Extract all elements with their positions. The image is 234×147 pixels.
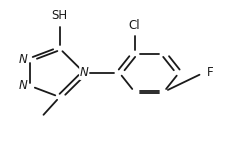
Text: Cl: Cl [129,19,140,32]
Text: N: N [19,80,28,92]
Text: N: N [80,66,89,79]
Text: SH: SH [52,9,68,22]
Text: F: F [206,66,213,79]
Text: N: N [19,53,28,66]
